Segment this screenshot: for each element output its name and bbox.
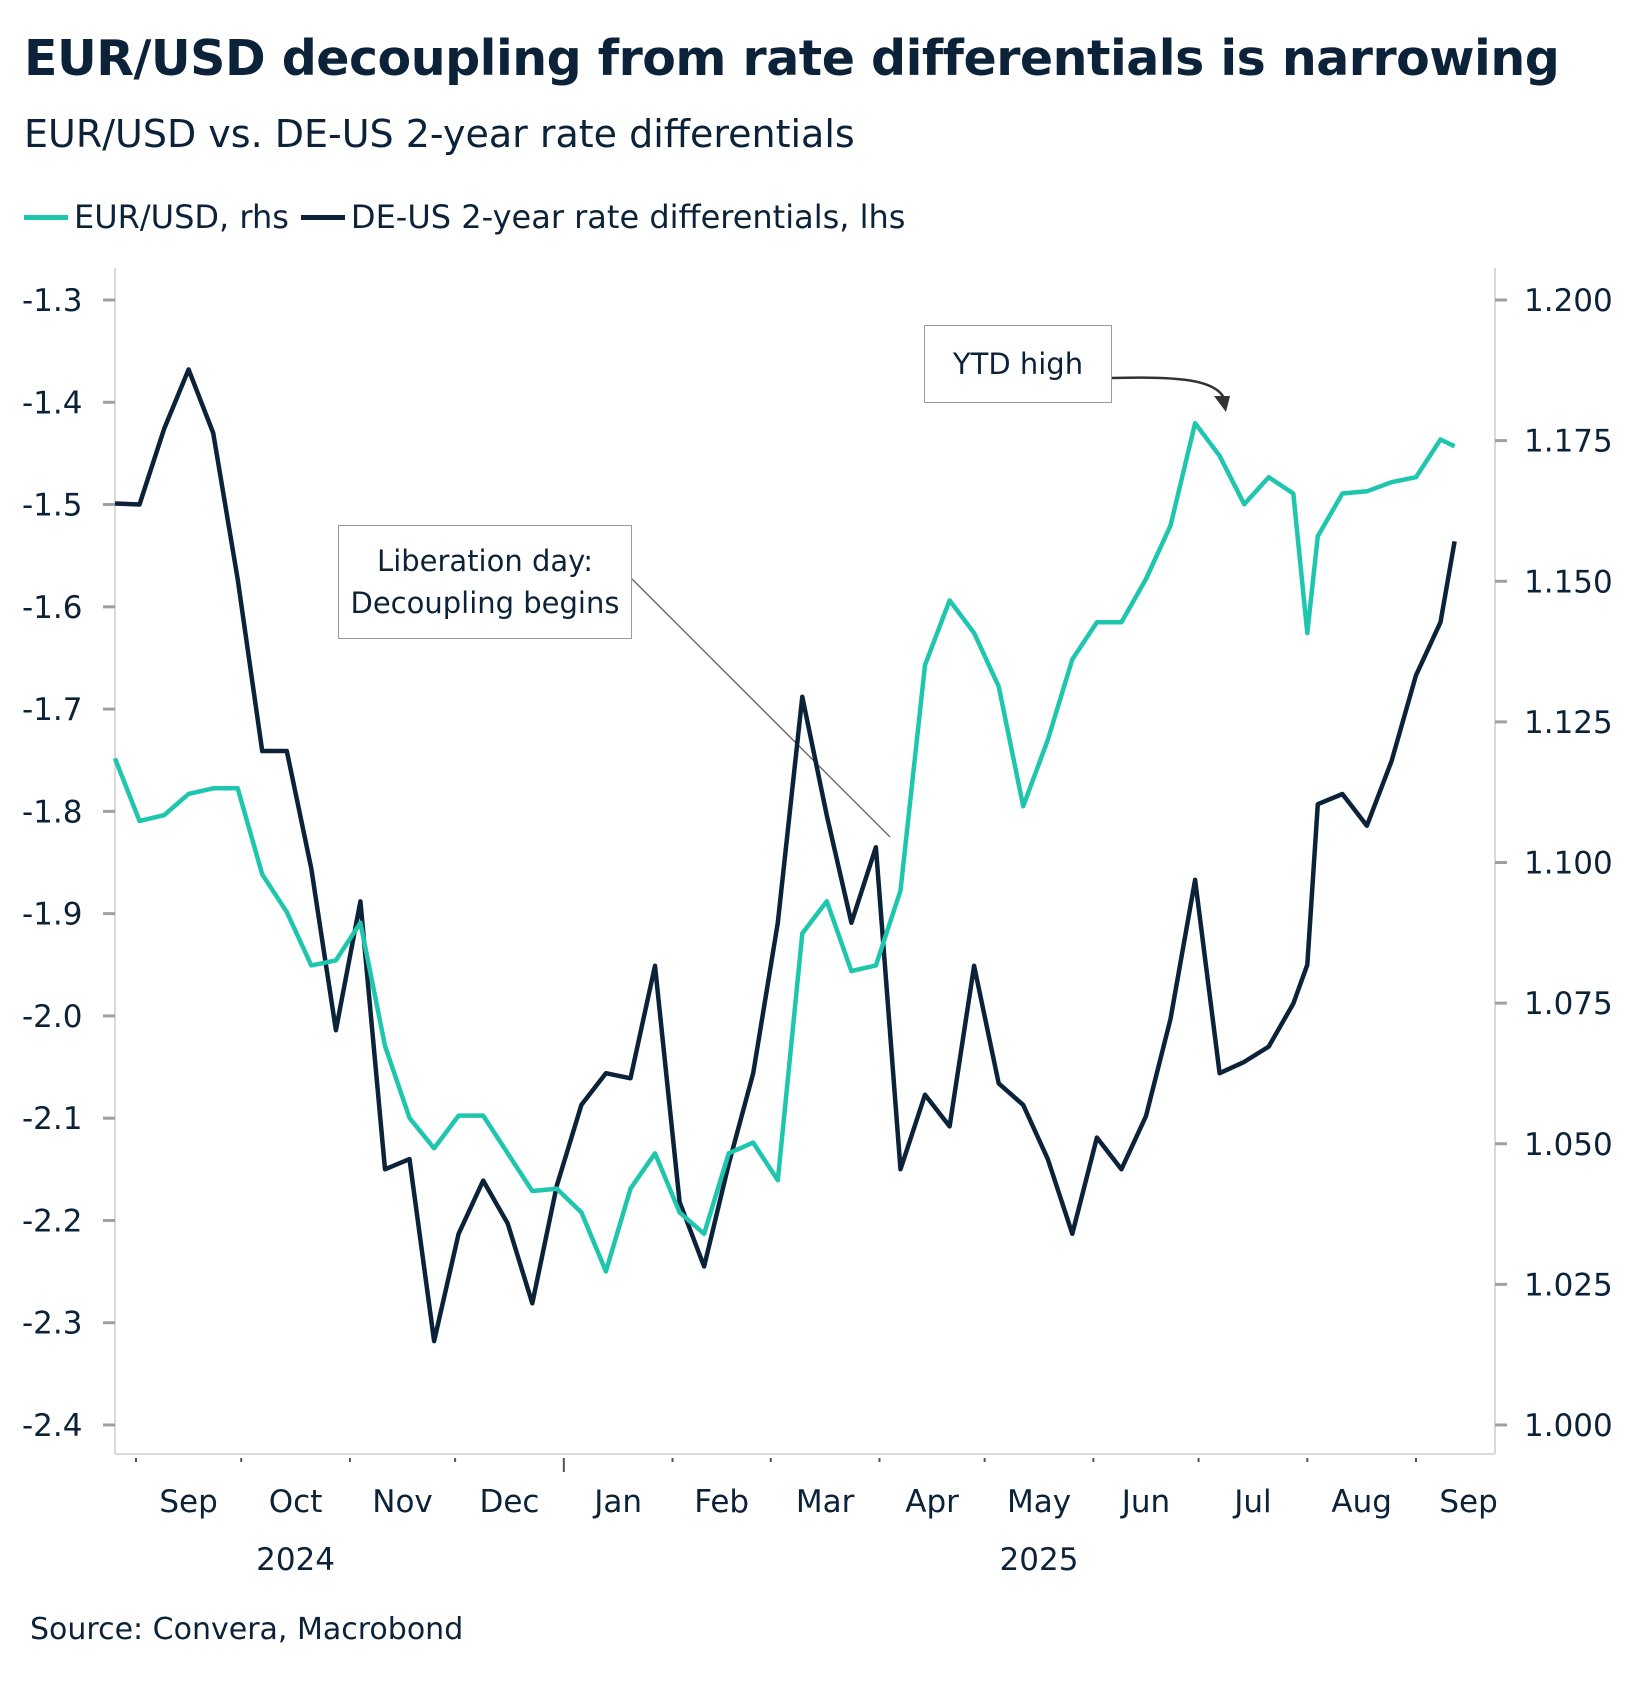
annotation-text: Decoupling begins	[350, 586, 620, 620]
y-left-tick-label: -2.1	[22, 1101, 83, 1137]
series-line-eurusd	[112, 420, 1456, 1274]
x-tick-label: Jan	[592, 1484, 642, 1520]
y-right-tick-label: 1.100	[1524, 846, 1613, 882]
series-line-rate-differential	[114, 367, 1457, 1344]
y-left-tick-label: -2.0	[22, 999, 83, 1035]
y-left-tick-label: -1.5	[22, 488, 83, 524]
x-tick-label: Apr	[905, 1484, 959, 1520]
x-year-label: 2024	[256, 1542, 335, 1578]
annotation-text: YTD high	[952, 346, 1084, 381]
y-left-tick-label: -2.4	[22, 1408, 83, 1444]
x-tick-label: Mar	[796, 1484, 855, 1520]
y-right-tick-label: 1.175	[1524, 424, 1613, 460]
legend-swatch	[300, 214, 345, 220]
y-left-tick-label: -2.2	[22, 1203, 83, 1239]
y-left-tick-label: -1.8	[22, 794, 83, 830]
x-tick-label: Jul	[1232, 1484, 1271, 1520]
x-tick-label: Feb	[694, 1484, 749, 1520]
legend-item-eurusd: EUR/USD, rhs	[24, 198, 289, 236]
chart-subtitle: EUR/USD vs. DE-US 2-year rate differenti…	[24, 112, 855, 156]
y-right-tick-label: 1.150	[1524, 564, 1613, 600]
y-left-tick-label: -1.3	[22, 283, 83, 319]
annotation-arrow	[1111, 376, 1226, 399]
x-tick-label: Jun	[1120, 1484, 1170, 1520]
y-right-tick-label: 1.200	[1524, 283, 1613, 319]
annotation-liberation-day: Liberation day: Decoupling begins	[338, 525, 632, 639]
annotation-leader-line	[631, 578, 891, 838]
legend: EUR/USD, rhs DE-US 2-year rate different…	[24, 198, 905, 236]
legend-label: EUR/USD, rhs	[74, 198, 289, 236]
x-tick-label: May	[1007, 1484, 1071, 1520]
y-right-tick-label: 1.050	[1524, 1127, 1613, 1163]
x-tick-label: Aug	[1331, 1484, 1392, 1520]
chart-title: EUR/USD decoupling from rate differentia…	[24, 30, 1560, 87]
annotation-ytd-high: YTD high	[924, 325, 1112, 403]
y-left-tick-label: -1.6	[22, 590, 83, 626]
y-right-tick-label: 1.025	[1524, 1267, 1613, 1303]
y-right-tick-label: 1.075	[1524, 986, 1613, 1022]
y-left-tick-label: -2.3	[22, 1306, 83, 1342]
legend-item-rate-diff: DE-US 2-year rate differentials, lhs	[300, 198, 906, 236]
x-tick-label: Dec	[479, 1484, 539, 1520]
y-left-tick-label: -1.9	[22, 897, 83, 933]
source-note: Source: Convera, Macrobond	[30, 1612, 464, 1647]
y-left-tick-label: -1.4	[22, 385, 83, 421]
arrow-head-icon	[1214, 396, 1230, 412]
x-tick-label: Sep	[1439, 1484, 1497, 1520]
annotation-text: Liberation day:	[377, 543, 593, 578]
y-left-tick-label: -1.7	[22, 692, 83, 728]
y-right-tick-label: 1.000	[1524, 1408, 1613, 1444]
legend-label: DE-US 2-year rate differentials, lhs	[350, 198, 906, 236]
x-tick-label: Oct	[269, 1484, 323, 1520]
x-tick-label: Sep	[159, 1484, 217, 1520]
y-right-tick-label: 1.125	[1524, 705, 1613, 741]
legend-swatch	[24, 214, 68, 220]
x-tick-label: Nov	[372, 1484, 433, 1520]
x-year-label: 2025	[1000, 1542, 1079, 1578]
